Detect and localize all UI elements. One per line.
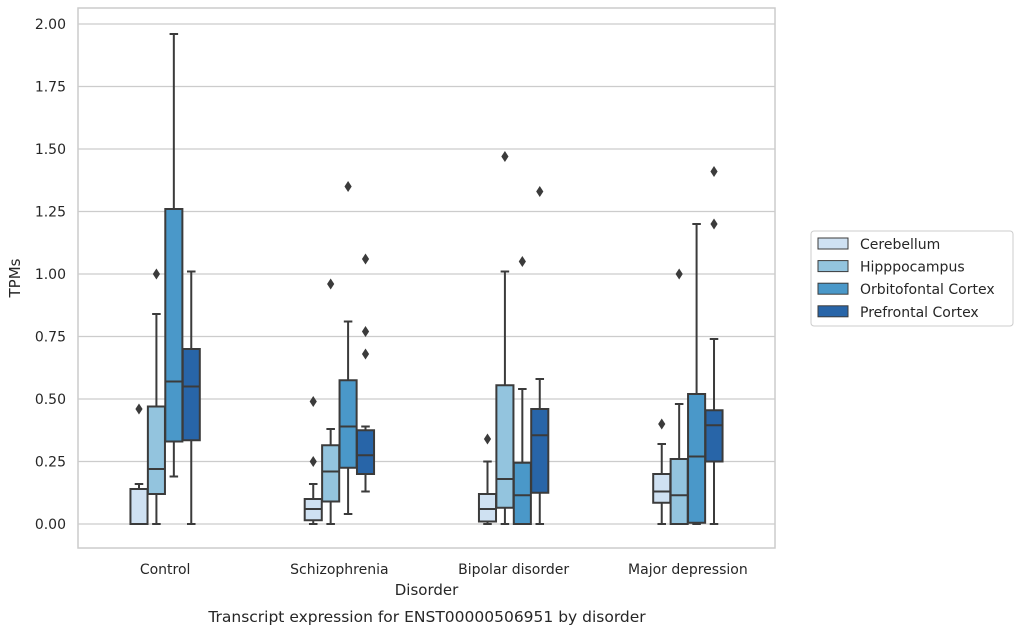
box-hipppocampus: [146, 268, 166, 525]
box-body: [355, 429, 376, 475]
box-cerebellum: [129, 403, 149, 525]
outlier-point: [361, 253, 370, 265]
legend: Cerebellum Hipppocampus Orbitofontal Corte…: [810, 230, 1014, 327]
outlier-point: [327, 278, 335, 290]
box-orbitofontal-cortex: [687, 223, 707, 525]
outlier-point: [518, 256, 526, 267]
outlier-point: [675, 268, 683, 280]
y-tick-label: 1.25: [35, 205, 66, 221]
outlier-point: [658, 418, 666, 430]
box-plots: [129, 33, 724, 525]
legend-swatch: [817, 260, 849, 273]
box-body: [704, 409, 724, 463]
y-tick-label: 2.00: [35, 17, 66, 33]
box-body: [181, 348, 201, 442]
x-tick-label: Major depression: [628, 562, 748, 578]
box-prefrontal-cortex: [704, 166, 724, 525]
chart-caption: Transcript expression for ENST0000050695…: [207, 608, 646, 626]
box-prefrontal-cortex: [355, 253, 376, 493]
box-body: [164, 208, 184, 443]
x-tick-label: Bipolar disorder: [458, 562, 569, 578]
x-axis-ticks: Control Schizophrenia Bipolar disorder Majo…: [140, 562, 748, 578]
box-prefrontal-cortex: [181, 270, 201, 525]
y-axis-ticks: 0.00 0.25 0.50 0.75 1.00 1.25 1.50 1.75 2.00: [35, 17, 66, 533]
legend-label: Orbitofontal Cortex: [860, 282, 995, 298]
outlier-point: [152, 268, 161, 280]
legend-label: Hipppocampus: [860, 260, 965, 276]
y-tick-label: 0.25: [35, 455, 66, 471]
x-axis-label: Disorder: [395, 581, 459, 599]
box-prefrontal-cortex: [530, 186, 550, 525]
y-tick-label: 0.75: [35, 330, 66, 346]
box-orbitofontal-cortex: [164, 33, 184, 478]
box-body: [321, 444, 341, 503]
box-body: [652, 473, 672, 504]
outlier-point: [309, 456, 317, 467]
box-cerebellum: [652, 418, 672, 525]
box-hipppocampus: [321, 278, 341, 525]
outlier-point: [536, 186, 544, 197]
legend-swatch: [817, 305, 849, 318]
y-tick-label: 1.75: [35, 80, 66, 96]
y-tick-label: 1.50: [35, 142, 66, 158]
x-tick-label: Control: [140, 562, 191, 578]
legend-label: Cerebellum: [860, 237, 940, 253]
y-axis-label: TPMs: [6, 258, 24, 298]
outlier-point: [483, 433, 492, 445]
box-hipppocampus: [495, 151, 515, 525]
box-orbitofontal-cortex: [512, 256, 532, 525]
box-body: [477, 493, 498, 523]
outlier-point: [361, 348, 370, 360]
box-body: [687, 393, 707, 524]
legend-label: Prefrontal Cortex: [860, 305, 979, 321]
legend-swatch: [817, 282, 849, 295]
y-tick-label: 0.50: [35, 392, 66, 408]
plot-frame: [77, 7, 776, 549]
outlier-point: [710, 166, 718, 177]
box-orbitofontal-cortex: [338, 181, 358, 515]
legend-frame: [810, 230, 1014, 327]
outlier-point: [344, 181, 352, 192]
box-cerebellum: [303, 396, 323, 525]
box-body: [129, 488, 149, 525]
legend-swatch: [817, 237, 849, 250]
box-body: [495, 384, 515, 509]
box-body: [146, 405, 166, 495]
outlier-point: [501, 151, 509, 162]
outlier-point: [135, 403, 143, 415]
x-tick-label: Schizophrenia: [290, 562, 388, 578]
y-tick-label: 0.00: [35, 517, 66, 533]
box-body: [530, 408, 550, 494]
outlier-point: [361, 326, 370, 337]
outlier-point: [710, 218, 718, 230]
outlier-point: [309, 396, 317, 407]
y-tick-label: 1.00: [35, 267, 66, 283]
box-hipppocampus: [669, 268, 689, 525]
box-body: [512, 461, 532, 525]
box-body: [669, 458, 689, 525]
box-cerebellum: [477, 433, 498, 525]
box-body: [338, 379, 358, 469]
